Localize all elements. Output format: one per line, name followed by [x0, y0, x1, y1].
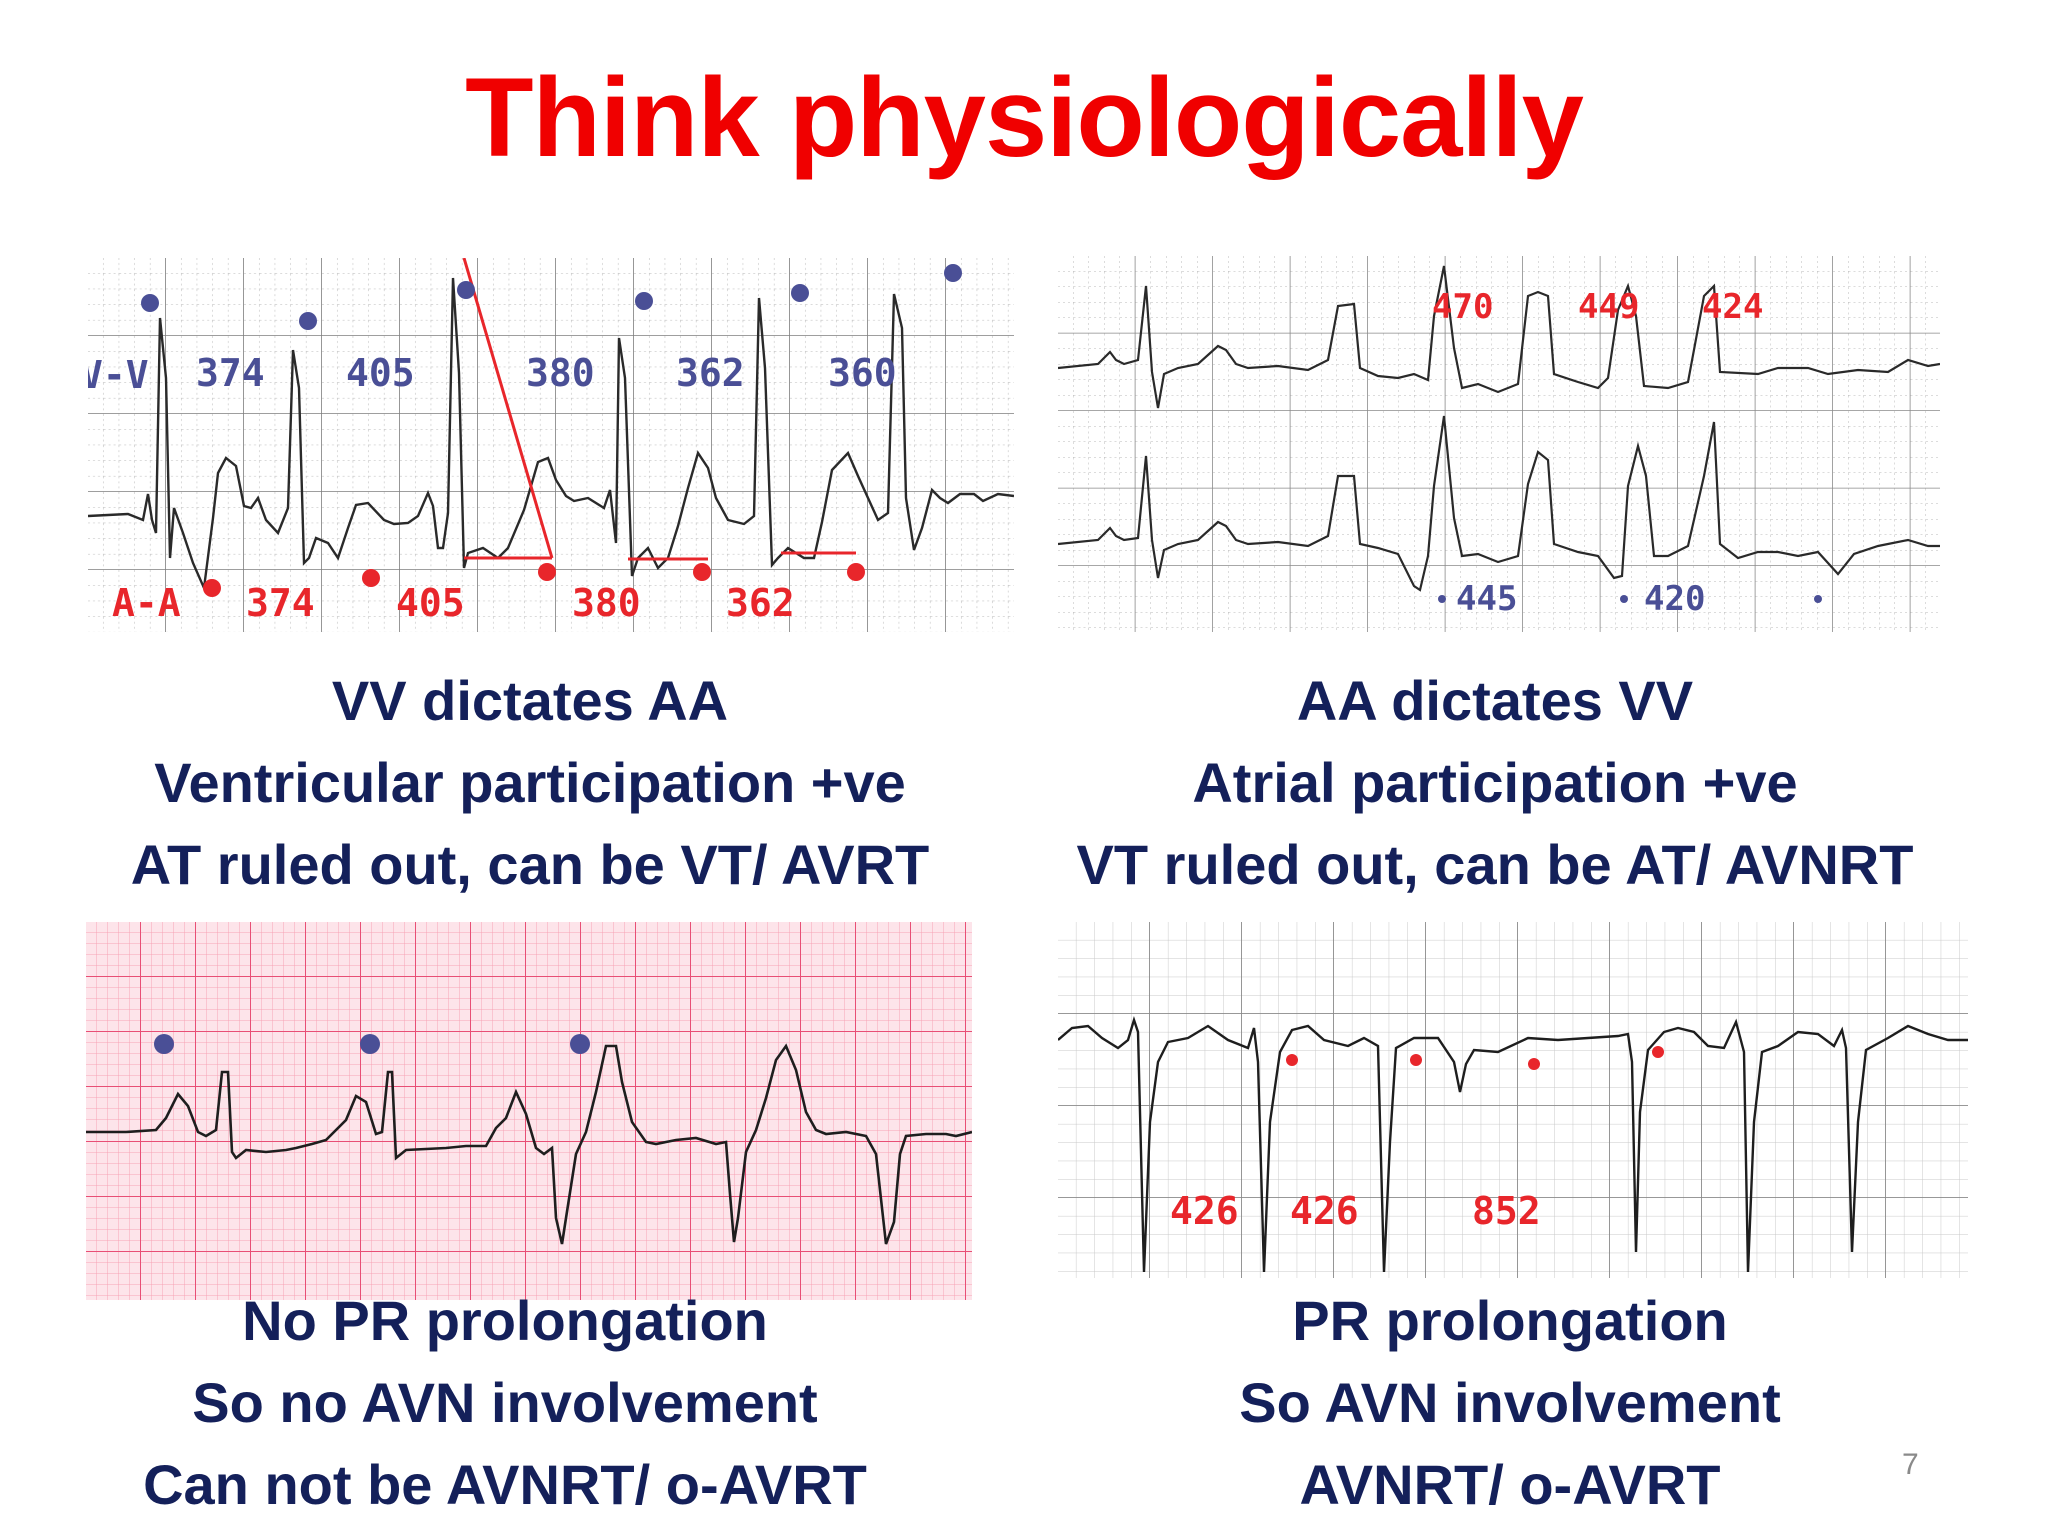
marker-dot [1620, 595, 1628, 603]
interval-label: 470 [1432, 287, 1493, 327]
interval-label: 424 [1702, 287, 1763, 327]
interval-label: 449 [1578, 287, 1639, 327]
ecg-panel-bottom-right: 426 426 852 [1058, 922, 1968, 1278]
slide-number: 7 [1902, 1448, 1919, 1481]
vv-interval: 362 [676, 351, 745, 395]
interval-label: 420 [1644, 579, 1705, 619]
caption-line: AA dictates VV [1296, 669, 1694, 732]
aa-interval: 405 [396, 581, 465, 625]
caption-line: AT ruled out, can be VT/ AVRT [130, 833, 930, 896]
caption-top-right: AA dictates VV Atrial participation +ve … [1040, 660, 1950, 906]
ecg-trace [86, 1043, 972, 1245]
atrial-marker [693, 563, 711, 581]
interval-label: 426 [1290, 1189, 1359, 1233]
aa-label: A-A [112, 581, 181, 625]
caption-bottom-left: No PR prolongation So no AVN involvement… [60, 1280, 950, 1526]
ecg-trace-lower [1058, 415, 1940, 592]
ventricular-marker [635, 292, 653, 310]
ventricular-marker [791, 284, 809, 302]
ventricular-marker [457, 281, 475, 299]
ventricular-marker [944, 264, 962, 282]
interval-label: 426 [1170, 1189, 1239, 1233]
caption-line: VV dictates AA [331, 669, 729, 732]
ventricular-marker [141, 294, 159, 312]
atrial-marker [1528, 1058, 1540, 1070]
caption-line: No PR prolongation [242, 1289, 768, 1352]
caption-line: Can not be AVNRT/ o-AVRT [143, 1453, 867, 1516]
atrial-marker [360, 1034, 380, 1054]
ecg-trace [88, 277, 1014, 593]
vv-label: V-V [88, 353, 149, 397]
atrial-marker [1410, 1054, 1422, 1066]
marker-line [462, 258, 554, 559]
ecg-strip-pink [86, 922, 972, 1300]
ecg-strip-pr: 426 426 852 [1058, 922, 1968, 1278]
caption-line: AVNRT/ o-AVRT [1299, 1453, 1721, 1516]
atrial-marker [538, 563, 556, 581]
interval-label: 445 [1456, 579, 1517, 619]
caption-line: Ventricular participation +ve [154, 751, 906, 814]
vv-interval: 380 [526, 351, 595, 395]
atrial-marker [362, 569, 380, 587]
vv-interval: 374 [196, 351, 265, 395]
ventricular-marker [299, 312, 317, 330]
ecg-trace-upper [1058, 265, 1940, 409]
ecg-panel-top-left: V-V 374 405 380 362 360 A-A 374 405 380 … [88, 258, 1014, 632]
atrial-marker [154, 1034, 174, 1054]
caption-line: So no AVN involvement [192, 1371, 818, 1434]
marker-dot [1438, 595, 1446, 603]
aa-interval: 374 [246, 581, 315, 625]
aa-interval: 380 [572, 581, 641, 625]
vv-interval: 405 [346, 351, 415, 395]
caption-top-left: VV dictates AA Ventricular participation… [60, 660, 1000, 906]
caption-line: VT ruled out, can be AT/ AVNRT [1076, 833, 1914, 896]
atrial-marker [570, 1034, 590, 1054]
ecg-panel-bottom-left [86, 922, 972, 1300]
atrial-marker [847, 563, 865, 581]
ecg-trace [1058, 1016, 1968, 1273]
caption-bottom-right: PR prolongation So AVN involvement AVNRT… [1060, 1280, 1960, 1526]
aa-interval: 362 [726, 581, 795, 625]
ecg-strip-aa-vv: 470 449 424 445 420 [1058, 256, 1940, 632]
ecg-strip-vv-aa: V-V 374 405 380 362 360 A-A 374 405 380 … [88, 258, 1014, 632]
caption-line: PR prolongation [1292, 1289, 1728, 1352]
atrial-marker [1652, 1046, 1664, 1058]
marker-dot [1814, 595, 1822, 603]
atrial-marker [1286, 1054, 1298, 1066]
slide-title: Think physiologically [465, 55, 1584, 180]
caption-line: So AVN involvement [1239, 1371, 1781, 1434]
atrial-marker [203, 579, 221, 597]
vv-interval: 360 [828, 351, 897, 395]
interval-label: 852 [1472, 1189, 1541, 1233]
ecg-panel-top-right: 470 449 424 445 420 [1058, 256, 1940, 632]
caption-line: Atrial participation +ve [1192, 751, 1798, 814]
